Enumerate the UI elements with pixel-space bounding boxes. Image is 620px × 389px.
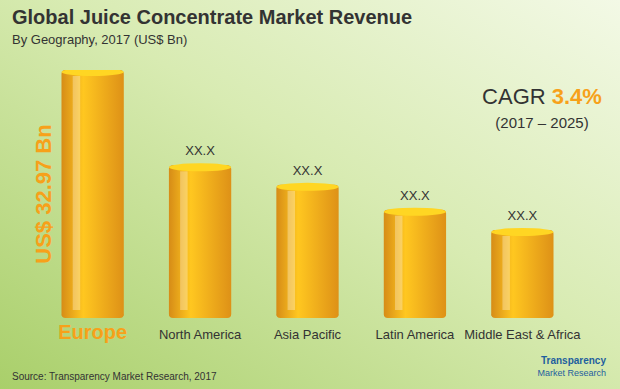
chart: Global Juice Concentrate Market Revenue B… xyxy=(0,0,620,389)
bar xyxy=(491,230,553,318)
juice-surface xyxy=(384,208,446,216)
bar xyxy=(384,210,446,318)
data-label: XX.X xyxy=(293,163,323,178)
bars xyxy=(61,70,553,318)
glass-highlight xyxy=(395,216,402,310)
glass-highlight xyxy=(288,191,295,310)
source: Source: Transparency Market Research, 20… xyxy=(12,371,217,382)
tick: Latin America xyxy=(376,324,456,342)
tick-label: Latin America xyxy=(376,327,456,342)
background xyxy=(0,0,620,389)
x-axis: Europe North America Asia Pacific Latin Ame… xyxy=(41,321,582,343)
glass-highlight xyxy=(502,236,509,310)
juice-surface xyxy=(169,163,231,171)
tick: Asia Pacific xyxy=(274,324,342,342)
juice-surface xyxy=(491,228,553,236)
subtitle: By Geography, 2017 (US$ Bn) xyxy=(12,32,187,47)
tick: Europe xyxy=(58,321,127,343)
logo-line: Transparency xyxy=(541,355,606,366)
tick-label: Europe xyxy=(58,321,127,343)
logo-line: Market Research xyxy=(537,368,606,378)
data-label: XX.X xyxy=(400,188,430,203)
glass-highlight xyxy=(180,171,187,310)
juice-surface xyxy=(276,183,338,191)
tick-label: North America xyxy=(159,327,242,342)
cagr-value: 3.4% xyxy=(552,84,602,109)
data-label: XX.X xyxy=(508,208,538,223)
juice-surface xyxy=(61,70,123,76)
tick: Middle East & Africa xyxy=(464,324,581,342)
data-label: US$ 32.97 Bn xyxy=(31,124,56,263)
glass-highlight xyxy=(73,76,80,310)
tick-label: Middle East & Africa xyxy=(464,327,581,342)
cagr-period: (2017 – 2025) xyxy=(495,114,588,131)
tick: North America xyxy=(159,324,242,342)
bar xyxy=(169,165,231,318)
cagr: CAGR 3.4% xyxy=(482,84,602,109)
cagr-label: CAGR xyxy=(482,84,552,109)
title: Global Juice Concentrate Market Revenue xyxy=(12,6,412,28)
bar xyxy=(276,185,338,318)
logo: Transparency Market Research xyxy=(537,355,606,378)
data-labels: US$ 32.97 Bn XX.X XX.X XX.X XX.X xyxy=(31,124,537,263)
bar xyxy=(61,70,123,318)
data-label: XX.X xyxy=(185,143,215,158)
tick-label: Asia Pacific xyxy=(274,327,342,342)
